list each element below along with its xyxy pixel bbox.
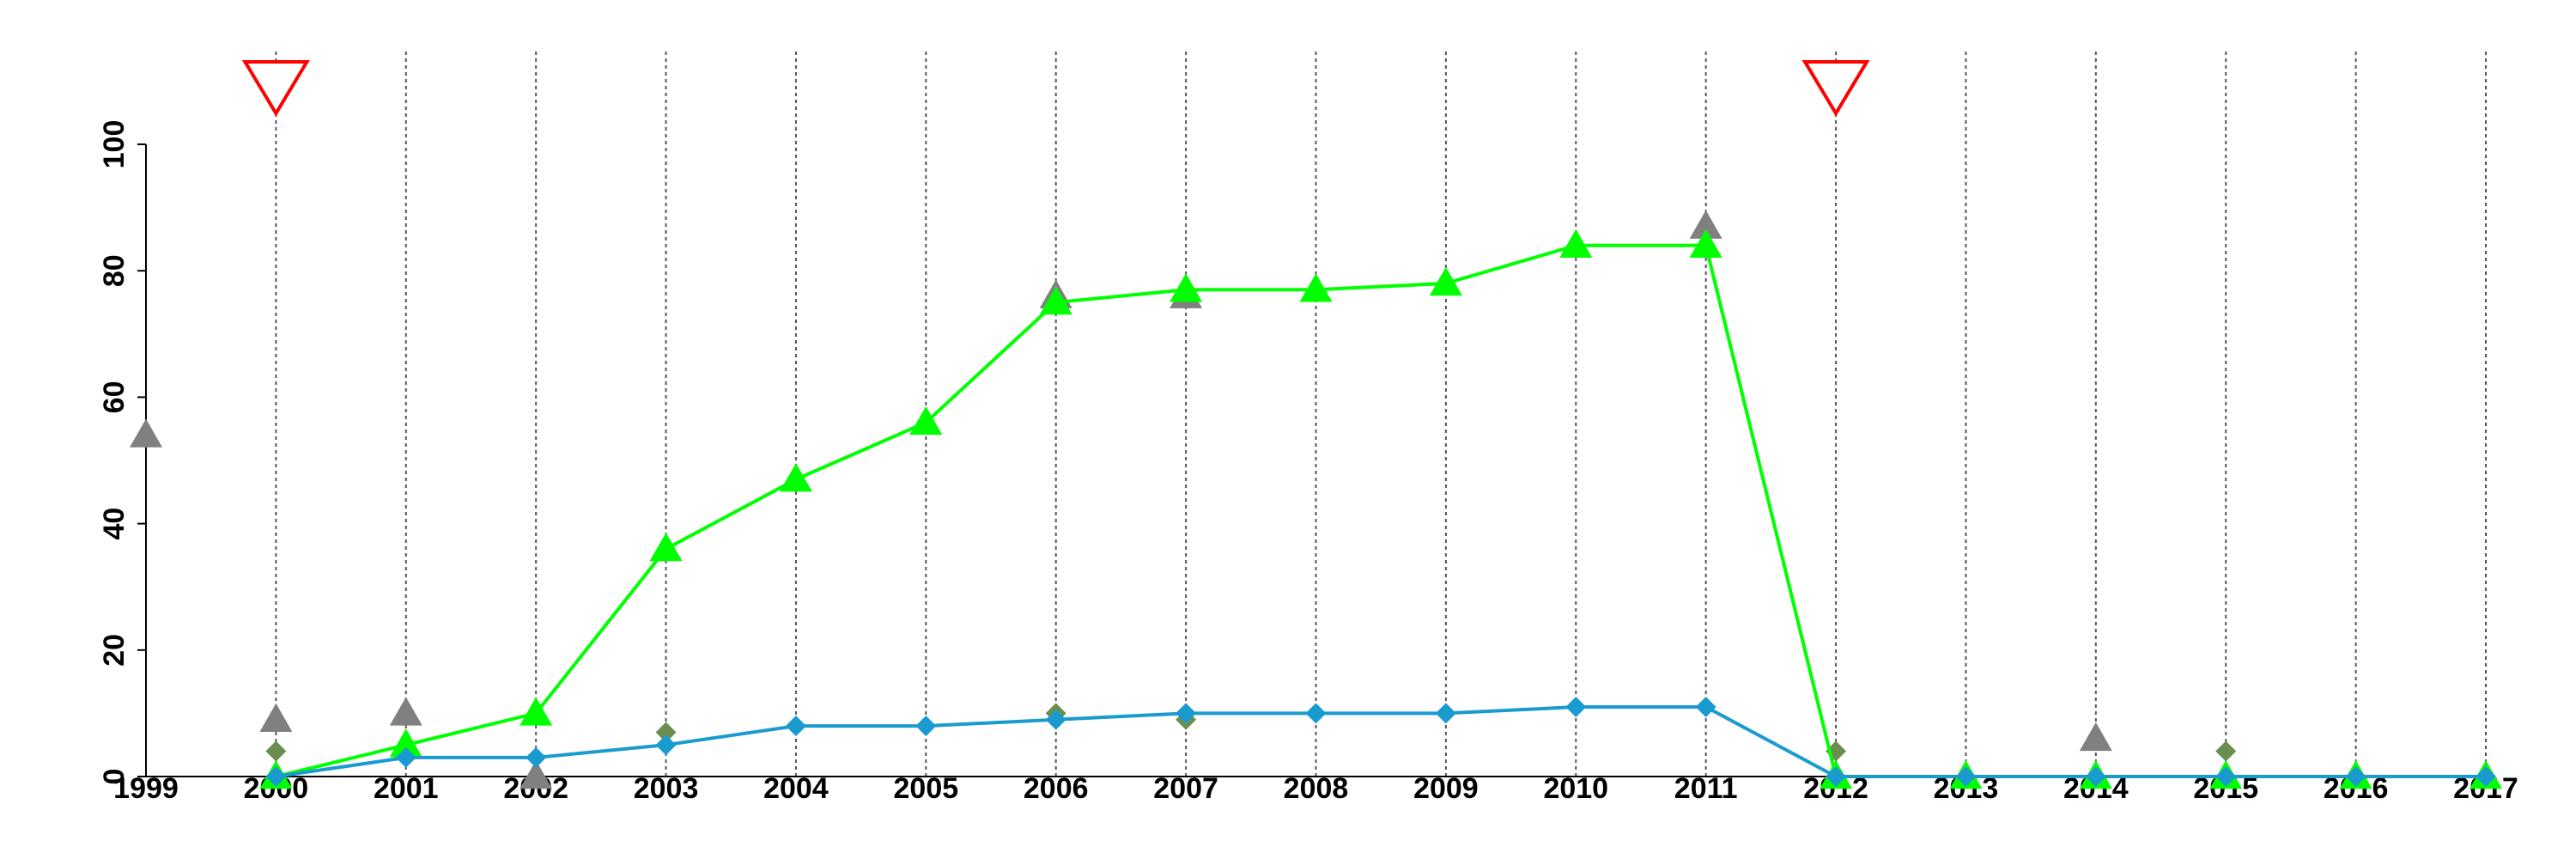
diamond-marker: [2476, 766, 2496, 787]
y-tick-label: 100: [98, 120, 131, 169]
x-tick-label: 2004: [763, 772, 829, 805]
triangle-marker: [259, 703, 293, 733]
diamond-marker: [1305, 703, 1327, 724]
triangle-marker: [649, 533, 683, 562]
triangle-marker: [1429, 266, 1462, 296]
triangle-marker: [779, 463, 812, 492]
diamond-marker: [1045, 709, 1066, 730]
x-tick-label: 2001: [374, 772, 439, 805]
y-tick-label: 60: [98, 381, 131, 413]
diamond-marker: [1695, 697, 1716, 718]
diamond-marker: [265, 740, 287, 762]
series-line: [275, 243, 2486, 778]
diamond-marker: [785, 716, 806, 737]
diamond-marker: [265, 766, 287, 787]
diamond-marker: [395, 746, 416, 768]
triangle-marker: [389, 728, 422, 758]
x-tick-label: 2003: [634, 772, 699, 805]
triangle-marker: [130, 418, 162, 448]
y-tick-label: 80: [98, 254, 131, 287]
triangle-marker: [909, 405, 943, 436]
y-tick-label: 20: [98, 634, 131, 667]
triangle-marker: [1299, 273, 1333, 302]
diamond-marker: [1826, 766, 1847, 787]
diamond-marker: [1176, 703, 1197, 724]
series-line: [276, 705, 2486, 778]
diamond-marker: [1565, 697, 1587, 718]
x-tick-label: 2006: [1024, 772, 1089, 805]
y-tick-label: 0: [98, 769, 131, 785]
diamond-marker: [526, 746, 547, 768]
triangle-marker: [519, 760, 553, 789]
diamond-marker: [2085, 766, 2106, 787]
diamond-marker: [655, 722, 677, 743]
x-tick-label: 2007: [1153, 772, 1218, 805]
triangle-marker: [1039, 286, 1072, 315]
x-tick-label: 2009: [1413, 772, 1479, 805]
triangle-marker: [389, 697, 422, 726]
diamond-marker: [2215, 740, 2237, 762]
triangle-marker: [519, 697, 553, 726]
x-tick-label: 1999: [113, 772, 179, 805]
event-marker: [1801, 60, 1870, 117]
triangle-marker: [1689, 210, 1722, 239]
x-tick-label: 2010: [1543, 772, 1608, 805]
triangle-marker: [1689, 228, 1722, 259]
diamond-marker: [655, 734, 677, 756]
diamond-marker: [915, 716, 937, 737]
triangle-marker: [1559, 228, 1593, 259]
diamond-marker: [1435, 703, 1456, 724]
triangle-marker: [2079, 722, 2112, 752]
x-tick-label: 2008: [1284, 772, 1349, 805]
diamond-marker: [2345, 766, 2366, 787]
x-tick-label: 2011: [1674, 772, 1738, 805]
diamond-marker: [2215, 766, 2237, 787]
diamond-marker: [1955, 766, 1977, 787]
y-tick-label: 40: [98, 508, 131, 540]
triangle-marker: [1170, 273, 1203, 302]
event-marker: [241, 60, 310, 117]
x-tick-label: 2005: [894, 772, 959, 805]
